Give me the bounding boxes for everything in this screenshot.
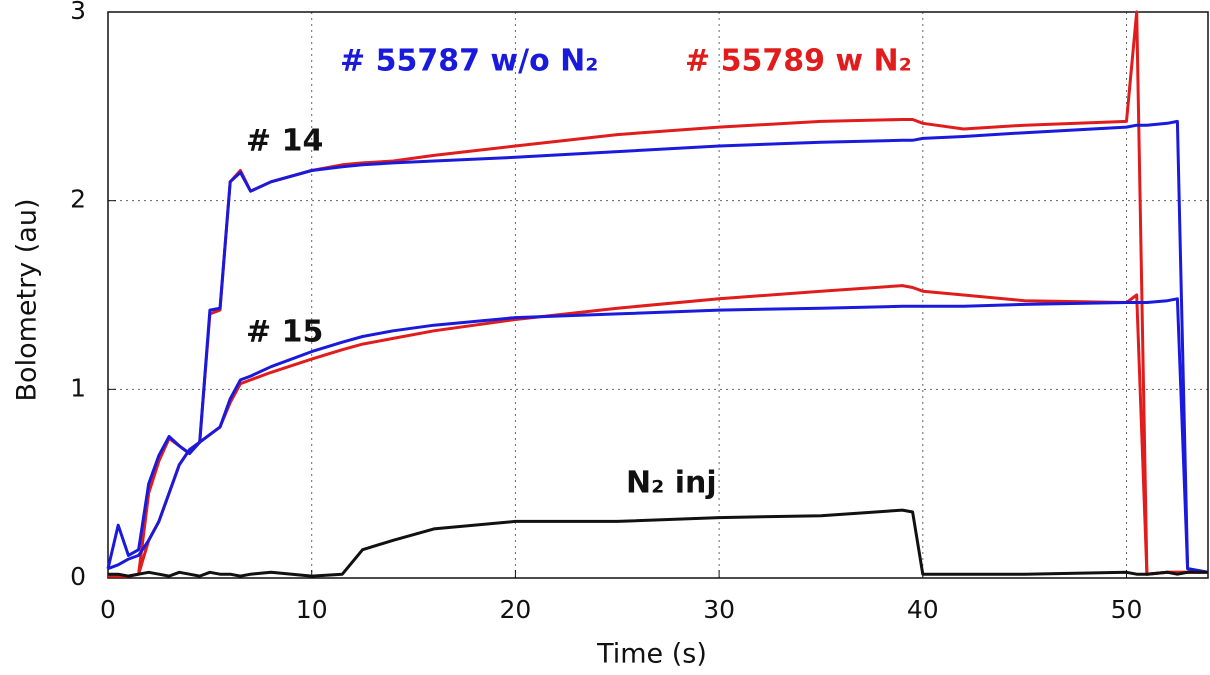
x-axis-label: Time (s) [596,639,707,670]
x-tick-label: 30 [703,595,735,624]
annotation: # 15 [246,315,323,350]
x-tick-label: 40 [907,595,939,624]
x-tick-label: 10 [296,595,328,624]
y-tick-label: 0 [70,562,86,591]
plot-frame [107,11,1209,579]
annotation: N₂ inj [626,466,717,501]
x-tick-label: 50 [1111,595,1143,624]
y-tick-label: 2 [70,185,86,214]
series-line [107,297,1209,574]
y-axis-label: Bolometry (au) [12,199,43,402]
y-tick-label: 3 [70,0,86,25]
annotation: # 14 [246,124,323,159]
series-line [106,119,1209,574]
annotation: # 55789 w N₂ [685,44,912,79]
annotation: # 55787 w/o N₂ [340,44,598,79]
x-tick-label: 20 [500,595,532,624]
y-tick-label: 1 [70,373,86,402]
series-line [108,508,1208,578]
x-tick-label: 0 [100,595,116,624]
